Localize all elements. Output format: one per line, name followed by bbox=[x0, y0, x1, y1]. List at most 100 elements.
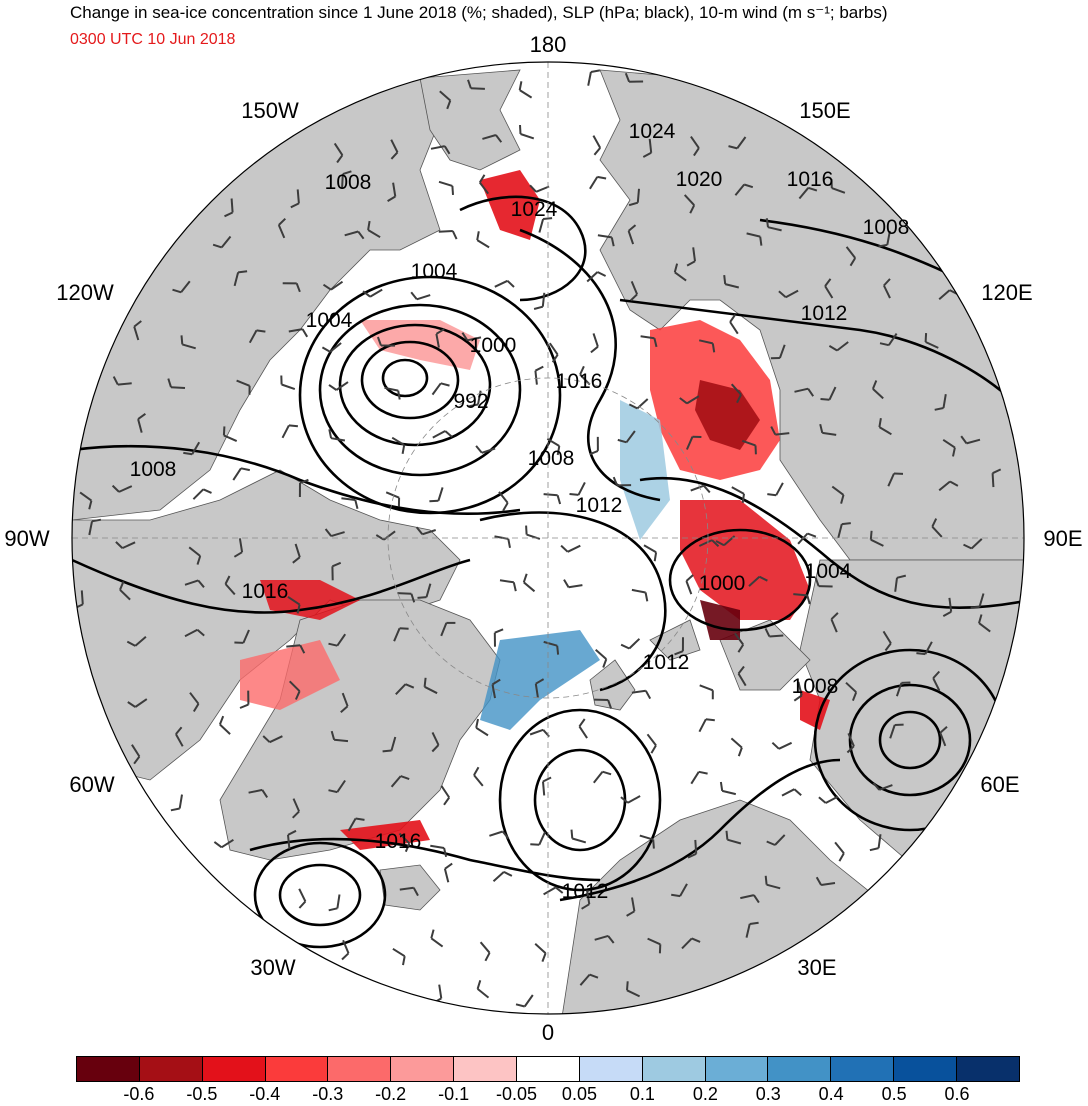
wind-barb bbox=[294, 543, 301, 558]
wind-barb-feather bbox=[924, 333, 928, 343]
colorbar-swatch bbox=[705, 1057, 769, 1081]
wind-barb bbox=[966, 438, 981, 445]
colorbar-swatch bbox=[579, 1057, 643, 1081]
wind-barb bbox=[870, 538, 884, 547]
wind-barb bbox=[390, 736, 397, 751]
isobar-label: 1012 bbox=[643, 651, 690, 674]
wind-barb-feather bbox=[357, 230, 365, 240]
wind-barb bbox=[593, 771, 604, 784]
wind-barb bbox=[931, 526, 943, 538]
wind-barb bbox=[643, 544, 657, 554]
wind-barb-feather bbox=[737, 644, 745, 653]
wind-barb bbox=[736, 136, 747, 149]
wind-barb bbox=[425, 583, 432, 598]
wind-barb-feather bbox=[674, 650, 684, 656]
wind-barb-feather bbox=[196, 555, 202, 565]
wind-barb-feather bbox=[239, 703, 249, 709]
isobar-label: 992 bbox=[453, 390, 488, 413]
wind-barb-feather bbox=[758, 575, 768, 582]
wind-barb-feather bbox=[417, 596, 427, 599]
wind-barb bbox=[137, 418, 143, 433]
wind-barb bbox=[878, 426, 892, 436]
wind-barb bbox=[723, 535, 736, 546]
wind-barb-feather bbox=[705, 718, 715, 722]
wind-barb-feather bbox=[698, 770, 708, 775]
wind-barb-feather bbox=[362, 290, 371, 298]
wind-barb bbox=[248, 329, 258, 344]
wind-barb-feather bbox=[262, 735, 271, 743]
wind-barb bbox=[438, 180, 453, 187]
wind-barb bbox=[344, 230, 359, 237]
colorbar-swatch bbox=[957, 1057, 1019, 1081]
wind-barb-feather bbox=[819, 423, 824, 434]
wind-barb-feather bbox=[506, 280, 515, 288]
wind-barb bbox=[889, 724, 896, 739]
wind-barb-feather bbox=[693, 147, 700, 157]
isobar-label: 1008 bbox=[130, 458, 177, 481]
wind-barb-feather bbox=[261, 789, 269, 798]
wind-barb bbox=[242, 629, 250, 644]
wind-barb bbox=[727, 838, 742, 845]
wind-barb bbox=[134, 636, 147, 647]
ice-loss-kara-core bbox=[695, 380, 760, 450]
wind-barb bbox=[395, 683, 407, 695]
wind-barb bbox=[698, 339, 714, 345]
wind-barb-feather bbox=[423, 677, 427, 687]
wind-barb-feather bbox=[501, 830, 510, 840]
wind-barb bbox=[393, 627, 401, 642]
wind-barb bbox=[775, 432, 790, 436]
lon-label-150e: 150E bbox=[799, 98, 850, 123]
wind-barb bbox=[432, 430, 446, 439]
isobar-label: 1008 bbox=[863, 216, 910, 239]
wind-barb bbox=[729, 321, 739, 335]
wind-barb bbox=[189, 692, 200, 705]
wind-barb-feather bbox=[729, 314, 737, 323]
wind-barb-feather bbox=[494, 628, 504, 634]
wind-barb bbox=[392, 947, 406, 958]
wind-barb-feather bbox=[612, 476, 619, 486]
wind-barb bbox=[631, 689, 646, 694]
wind-barb-feather bbox=[814, 577, 820, 587]
wind-barb-feather bbox=[137, 412, 146, 420]
wind-barb bbox=[681, 937, 693, 950]
wind-barb bbox=[592, 333, 599, 348]
wind-barb-feather bbox=[942, 610, 952, 617]
isobar-label: 1020 bbox=[676, 168, 723, 191]
wind-barb-feather bbox=[491, 678, 501, 686]
wind-barb-feather bbox=[332, 561, 342, 568]
wind-barb-feather bbox=[213, 841, 223, 849]
wind-barb-feather bbox=[630, 293, 638, 302]
wind-barb bbox=[333, 142, 344, 156]
wind-barb bbox=[794, 387, 809, 393]
wind-barbs bbox=[74, 69, 1002, 1008]
wind-barb bbox=[178, 794, 183, 809]
wind-barb bbox=[467, 336, 482, 342]
wind-barb-feather bbox=[502, 502, 509, 512]
wind-barb bbox=[443, 868, 450, 883]
wind-barb bbox=[390, 139, 399, 153]
wind-barb-feather bbox=[628, 201, 639, 207]
wind-barb-feather bbox=[519, 124, 522, 135]
wind-barb-feather bbox=[180, 335, 184, 345]
wind-barb bbox=[831, 187, 846, 194]
lon-label-120e: 120E bbox=[981, 280, 1032, 305]
wind-barb bbox=[766, 883, 781, 890]
wind-barb-feather bbox=[884, 642, 892, 652]
wind-barb-feather bbox=[627, 224, 637, 232]
parallel-80n bbox=[387, 377, 709, 699]
wind-barb-feather bbox=[404, 843, 411, 853]
wind-barb bbox=[498, 491, 509, 504]
wind-barb bbox=[121, 541, 136, 550]
wind-barb-feather bbox=[578, 718, 586, 727]
wind-barb bbox=[534, 370, 538, 385]
wind-barb-feather bbox=[766, 840, 776, 846]
wind-barb-feather bbox=[569, 493, 579, 496]
ice-loss-davis bbox=[240, 640, 340, 710]
wind-barb-feather bbox=[197, 579, 205, 588]
wind-barb-feather bbox=[330, 730, 336, 740]
wind-barb-feather bbox=[815, 876, 822, 886]
wind-barb-feather bbox=[402, 956, 406, 966]
colorbar-swatch bbox=[139, 1057, 203, 1081]
wind-barb bbox=[233, 272, 240, 287]
isobar-label: 1000 bbox=[699, 572, 746, 595]
